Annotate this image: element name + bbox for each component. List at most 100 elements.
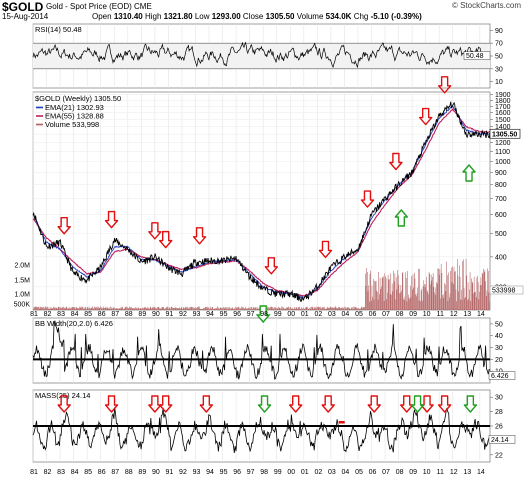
- volume-bar: [90, 307, 92, 310]
- volume-bar: [161, 307, 162, 310]
- volume-bar: [207, 308, 209, 310]
- volume-bar: [307, 308, 309, 310]
- volume-bar: [109, 308, 111, 310]
- volume-bar: [468, 298, 470, 310]
- volume-bar: [287, 307, 288, 310]
- mass-tick-label: 28: [495, 409, 503, 416]
- volume-bar: [467, 300, 468, 310]
- volume-bar: [484, 270, 486, 310]
- volume-bar: [313, 308, 315, 310]
- x-tick-label: 03: [328, 469, 336, 476]
- volume-bar: [458, 291, 459, 310]
- volume-bar: [190, 306, 191, 310]
- volume-bar: [254, 307, 255, 310]
- x-tick-label: 98: [260, 311, 268, 318]
- bb-tick-label: 20: [495, 357, 503, 364]
- volume-bar: [80, 306, 82, 310]
- price-value-label: 1305.50: [492, 131, 517, 138]
- x-tick-label: 05: [355, 311, 363, 318]
- volume-bar: [320, 306, 321, 310]
- x-tick-label: 88: [125, 311, 133, 318]
- volume-bar: [451, 282, 453, 310]
- volume-bar: [144, 307, 146, 310]
- volume-bar: [169, 308, 170, 310]
- volume-bar: [365, 285, 367, 310]
- volume-bar: [433, 286, 435, 310]
- volume-bar: [65, 307, 66, 310]
- volume-bar: [420, 301, 421, 310]
- volume-bar: [385, 278, 387, 310]
- x-tick-label: 00: [287, 311, 295, 318]
- volume-bar: [311, 306, 312, 310]
- volume-bar: [57, 306, 59, 310]
- x-tick-label: 94: [206, 469, 214, 476]
- volume-bar: [416, 293, 418, 310]
- volume-bar: [145, 308, 147, 310]
- volume-bar: [434, 287, 436, 310]
- volume-bar: [453, 283, 454, 310]
- volume-bar: [307, 306, 308, 310]
- volume-bar: [363, 307, 365, 310]
- volume-bar: [242, 308, 244, 310]
- volume-bar: [172, 308, 174, 310]
- volume-bar: [119, 308, 120, 310]
- volume-bar: [455, 271, 456, 310]
- volume-bar: [110, 306, 111, 310]
- volume-bar: [465, 258, 467, 310]
- x-tick-label: 03: [328, 311, 336, 318]
- price-tick-label: 1900: [495, 92, 511, 99]
- volume-bar: [336, 308, 338, 310]
- volume-bar: [330, 306, 332, 310]
- rsi-tick-label: 90: [495, 28, 503, 35]
- volume-bar: [467, 282, 469, 310]
- volume-bar: [63, 306, 64, 310]
- volume-bar: [184, 308, 185, 310]
- volume-bar: [74, 307, 75, 310]
- price-tick-label: 800: [495, 182, 507, 189]
- volume-bar: [223, 307, 224, 310]
- volume-bar: [414, 278, 416, 310]
- volume-bar: [348, 307, 349, 310]
- volume-bar: [239, 308, 240, 310]
- x-tick-label: 92: [179, 469, 187, 476]
- volume-bar: [456, 301, 457, 310]
- volume-bar: [382, 276, 384, 310]
- volume-bar: [48, 308, 50, 310]
- volume-bar: [180, 308, 181, 310]
- volume-bar: [153, 306, 154, 310]
- volume-bar: [431, 280, 433, 310]
- volume-bar: [45, 306, 47, 310]
- bb-tick-label: 40: [495, 333, 503, 340]
- price-tick-label: 1600: [495, 110, 511, 117]
- volume-bar: [469, 289, 470, 310]
- volume-bar: [166, 307, 167, 310]
- volume-bar: [361, 306, 363, 310]
- volume-bar: [299, 308, 301, 310]
- volume-bar: [273, 308, 275, 310]
- price-tick-label: 1000: [495, 159, 511, 166]
- volume-bar: [478, 299, 480, 310]
- volume-bar: [78, 308, 80, 310]
- volume-bar: [474, 292, 476, 310]
- volume-bar: [151, 308, 152, 310]
- volume-bar: [296, 307, 297, 310]
- volume-bar: [252, 308, 253, 310]
- x-tick-label: 91: [166, 311, 174, 318]
- volume-bar: [372, 296, 373, 310]
- volume-bar: [231, 306, 233, 310]
- volume-bar: [82, 306, 84, 310]
- volume-bar: [35, 306, 37, 310]
- volume-bar: [46, 307, 47, 310]
- volume-bar: [154, 306, 156, 310]
- x-tick-label: 86: [98, 311, 106, 318]
- volume-bar: [316, 306, 318, 310]
- volume-bar: [107, 307, 109, 310]
- volume-bar: [336, 307, 337, 310]
- volume-bar: [85, 306, 86, 310]
- volume-bar: [55, 307, 56, 310]
- volume-bar: [67, 308, 68, 310]
- volume-bar: [459, 276, 461, 310]
- volume-bar: [402, 272, 404, 310]
- price-red-arrow: [360, 190, 375, 208]
- x-tick-label: 85: [84, 311, 92, 318]
